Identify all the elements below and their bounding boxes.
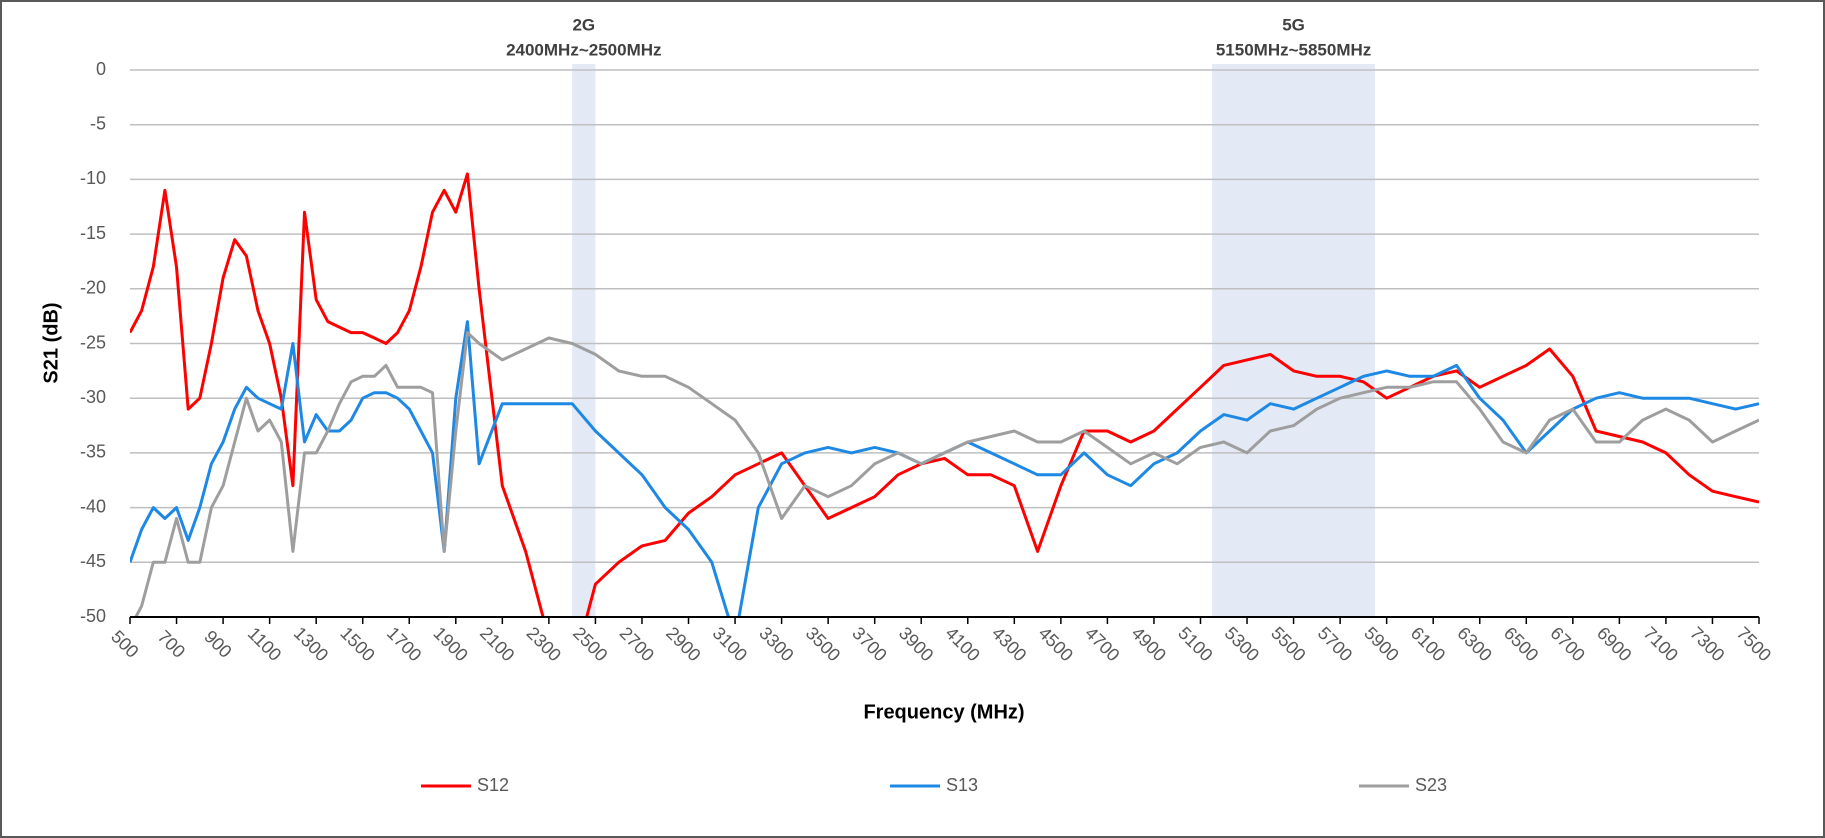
legend-label: S12 [477,775,509,795]
x-axis-title: Frequency (MHz) [863,701,1024,723]
band-label: 2G [572,15,595,34]
band-range-label: 5150MHz~5850MHz [1216,40,1371,59]
y-tick-label: -45 [80,551,106,571]
band-range-label: 2400MHz~2500MHz [506,40,661,59]
band-shade [572,64,596,617]
y-tick-label: -10 [80,168,106,188]
y-tick-label: -30 [80,387,106,407]
bands: 2G 2400MHz~2500MHz 5G 5150MHz~5850MHz [506,15,1376,617]
y-tick-label: -40 [80,496,106,516]
y-tick-label: -5 [90,113,106,133]
legend-label: S13 [946,775,978,795]
y-tick-label: -20 [80,278,106,298]
y-tick-label: 0 [96,59,106,79]
lines [130,172,1759,617]
y-tick-label: -25 [80,332,106,352]
series-line [130,172,1759,617]
y-tick-label: -15 [80,223,106,243]
y-axis-title: S21 (dB) [40,302,62,383]
y-tick-label: -50 [80,606,106,626]
y-tick-label: -35 [80,442,106,462]
band-label: 5G [1282,15,1305,34]
band-shade [1212,64,1376,617]
series-line [134,331,1759,617]
legend-label: S23 [1415,775,1447,795]
